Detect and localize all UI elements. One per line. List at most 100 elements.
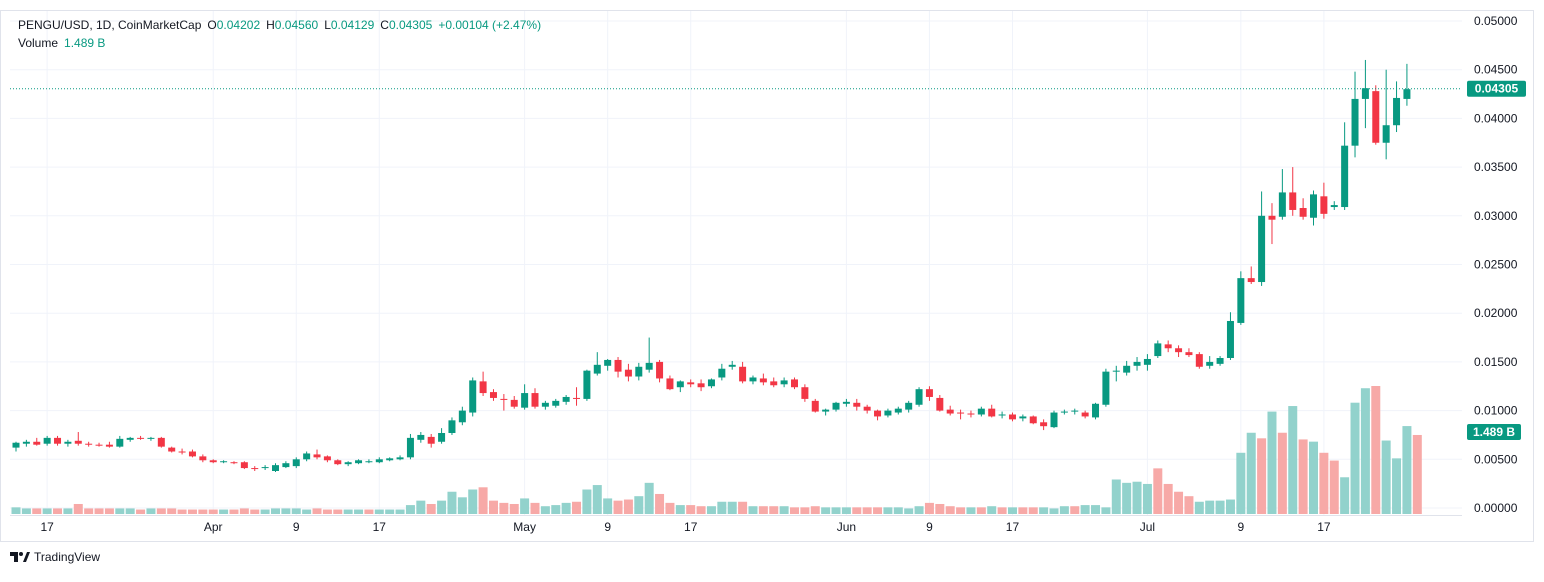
candle-body (448, 420, 456, 434)
candle-body (946, 409, 954, 414)
volume-bar (1371, 386, 1381, 514)
candle-body (1310, 194, 1317, 218)
candle-body (1320, 196, 1328, 214)
time-axis[interactable]: 17 Apr 9 17 May 9 17 Jun 9 17 Jul 9 17 (10, 515, 1462, 535)
candle-body (1403, 89, 1411, 99)
candle-body (573, 397, 581, 399)
volume-bar (551, 505, 561, 514)
volume-bar (1257, 438, 1267, 514)
volume-bar (1340, 477, 1350, 514)
volume-bar (1163, 483, 1173, 514)
volume-bar (613, 500, 623, 514)
price-tick-label: 0.00500 (1474, 452, 1518, 466)
candle-body (967, 413, 975, 415)
price-axis[interactable]: 0.00000 0.00500 0.01000 0.01500 0.02000 0.025… (1474, 14, 1518, 515)
candle-body (1154, 343, 1162, 357)
candle-body (33, 441, 41, 445)
price-tick-label: 0.01500 (1474, 355, 1518, 369)
volume-bar (302, 509, 312, 514)
candle-body (853, 402, 861, 407)
candle-body (1081, 412, 1089, 417)
candle-body (998, 414, 1006, 416)
candle-body (230, 462, 238, 464)
legend-symbol: PENGU/USD, 1D, CoinMarketCap (18, 18, 202, 32)
tradingview-branding[interactable]: TradingView (10, 550, 100, 564)
volume-bar (146, 508, 156, 514)
legend-volume-row: Volume 1.489 B (18, 34, 541, 52)
volume-bar (53, 508, 63, 514)
candle-body (458, 410, 466, 423)
candle-body (1351, 98, 1359, 146)
candle-body (842, 401, 850, 404)
candle-body (479, 381, 487, 394)
volume-bar (322, 509, 332, 514)
price-tick-label: 0.04000 (1474, 111, 1518, 125)
volume-bar (1205, 500, 1215, 514)
volume-bar (260, 509, 270, 514)
candle-body (355, 460, 363, 464)
volume-bar (343, 509, 353, 514)
volume-bar (769, 506, 779, 514)
volume-bar (208, 509, 218, 514)
volume-bar (592, 485, 602, 514)
legend-open-key: O (207, 18, 217, 32)
candle-body (365, 461, 373, 463)
volume-bar (84, 508, 94, 514)
candle-body (1278, 192, 1286, 217)
candle-body (728, 364, 736, 367)
chart-legend: PENGU/USD, 1D, CoinMarketCap O0.04202 H0.0… (18, 16, 541, 52)
candle-body (1268, 215, 1276, 220)
volume-bar (904, 508, 914, 514)
candle-body (282, 463, 290, 468)
candle-body (1102, 371, 1110, 405)
volume-bar (1267, 411, 1277, 514)
candle-body (832, 402, 840, 410)
volume-bar (187, 509, 197, 514)
candle-body (541, 402, 549, 407)
volume-bar (281, 508, 291, 514)
volume-bar (1236, 452, 1246, 514)
volume-bar (779, 506, 789, 514)
volume-bar (1288, 406, 1298, 514)
candle-body (64, 441, 72, 444)
candle-body (1092, 403, 1100, 418)
volume-bar (1039, 507, 1049, 514)
candle-body (396, 457, 404, 460)
last-volume-badge (1467, 423, 1521, 440)
volume-bar (686, 505, 696, 514)
volume-bar (1309, 441, 1318, 514)
volume-bar (1070, 506, 1080, 514)
candle-body (427, 436, 435, 444)
volume-bar (748, 506, 758, 514)
candle-body (417, 434, 425, 440)
candlesticks (12, 59, 1411, 472)
candle-body (1206, 361, 1214, 366)
candle-body (791, 379, 798, 388)
candle-body (1258, 215, 1266, 283)
volume-bar (758, 506, 768, 514)
volume-bar (354, 509, 364, 514)
candle-body (1289, 192, 1297, 210)
candle-body (469, 380, 477, 413)
volume-bar (1184, 496, 1194, 514)
candle-body (105, 444, 113, 447)
candle-body (874, 410, 882, 417)
candle-body (1050, 412, 1058, 428)
volume-bar (1246, 432, 1256, 514)
volume-bar (478, 487, 488, 514)
candle-body (386, 458, 394, 461)
volume-bar (1350, 402, 1360, 514)
volume-bar (437, 500, 447, 514)
price-tick-label: 0.02000 (1474, 306, 1518, 320)
candle-body (936, 397, 944, 411)
volume-bar (156, 508, 166, 514)
candle-body (375, 459, 383, 463)
candle-body (1216, 358, 1224, 364)
volume-bar (177, 509, 187, 514)
candle-body (313, 454, 321, 458)
time-tick-label: 9 (926, 520, 933, 534)
last-price-badge (1467, 80, 1526, 97)
candle-body (1164, 344, 1172, 349)
